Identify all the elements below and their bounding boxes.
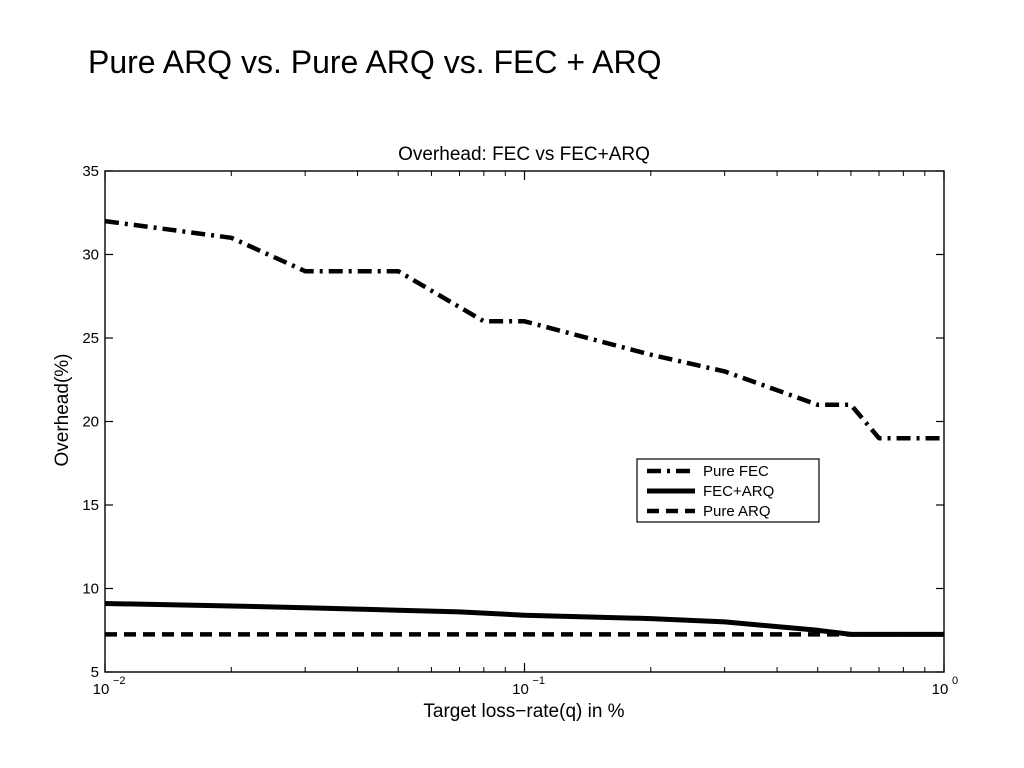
- x-axis-ticks: 10 −2 10 −1 10 0: [93, 171, 958, 698]
- y-tick-label: 20: [82, 414, 99, 431]
- y-tick-label: 25: [82, 330, 99, 347]
- legend: Pure FEC FEC+ARQ Pure ARQ: [636, 458, 820, 523]
- x-tick-exponent: 0: [952, 675, 958, 687]
- y-tick-label: 10: [82, 581, 99, 598]
- y-tick-label: 15: [82, 497, 99, 514]
- legend-label: FEC+ARQ: [703, 483, 774, 500]
- chart-title: Overhead: FEC vs FEC+ARQ: [398, 144, 650, 165]
- x-tick-exponent: −1: [533, 675, 546, 687]
- y-tick-label: 35: [82, 163, 99, 180]
- x-tick-label: 10: [512, 681, 529, 698]
- series-line-1: [104, 218, 944, 441]
- legend-label: Pure FEC: [703, 463, 769, 480]
- x-tick-label: 10: [932, 681, 949, 698]
- y-axis-label: Overhead(%): [52, 354, 73, 467]
- legend-label: Pure ARQ: [703, 503, 771, 520]
- x-tick-label: 10: [93, 681, 110, 698]
- x-tick-exponent: −2: [113, 675, 126, 687]
- x-axis-label: Target loss−rate(q) in %: [423, 701, 624, 722]
- plot-frame: [104, 170, 945, 673]
- series-layer: [104, 218, 944, 637]
- y-tick-label: 5: [91, 664, 99, 681]
- slide-title: Pure ARQ vs. Pure ARQ vs. FEC + ARQ: [88, 44, 662, 80]
- series-line-2: [104, 601, 944, 637]
- y-tick-label: 30: [82, 247, 99, 264]
- y-axis-ticks: 5 10 15 20 25 30 35: [82, 163, 944, 681]
